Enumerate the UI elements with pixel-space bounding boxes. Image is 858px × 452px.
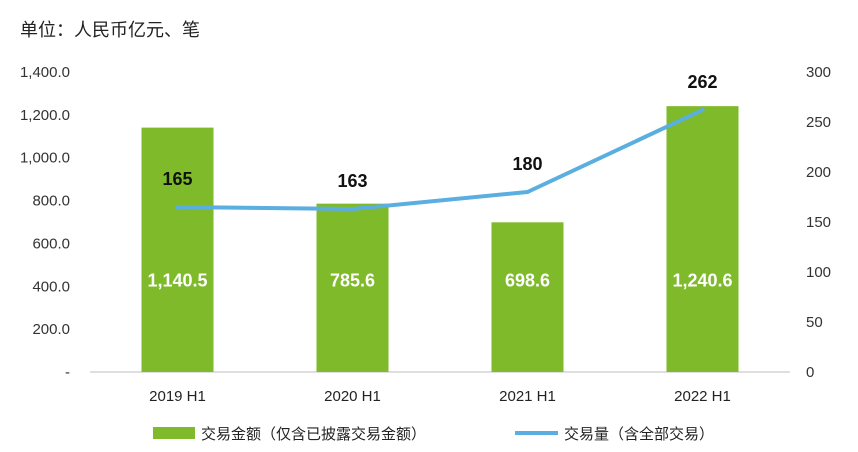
- category-label: 2019 H1: [149, 388, 206, 405]
- right-axis-tick: 0: [806, 364, 814, 381]
- bar-data-label: 785.6: [330, 271, 375, 291]
- line-point: [175, 205, 180, 209]
- right-axis-tick: 50: [806, 314, 823, 331]
- bar-data-label: 1,240.6: [672, 271, 732, 291]
- category-label: 2020 H1: [324, 388, 381, 405]
- right-axis-ticks: 0 50 100 150 200 250 300: [806, 64, 831, 381]
- right-axis-tick: 100: [806, 264, 831, 281]
- line-data-label: 180: [512, 154, 542, 174]
- line-path: [175, 108, 705, 211]
- line-point: [700, 108, 705, 112]
- line-data-label: 165: [162, 169, 192, 189]
- legend-bar-swatch: [153, 427, 195, 439]
- left-axis-tick: -: [65, 364, 70, 381]
- category-label: 2022 H1: [674, 388, 731, 405]
- line-data-label: 163: [337, 171, 367, 191]
- bar: [666, 106, 739, 373]
- bar-data-label: 1,140.5: [147, 271, 207, 291]
- category-label: 2021 H1: [499, 388, 556, 405]
- line-series: 165 163 180 262: [162, 72, 718, 211]
- bar: [141, 127, 214, 372]
- line-point: [350, 207, 355, 211]
- bar: [316, 203, 389, 372]
- left-axis-tick: 400.0: [32, 278, 70, 295]
- category-labels: 2019 H1 2020 H1 2021 H1 2022 H1: [149, 388, 731, 405]
- left-axis-tick: 800.0: [32, 193, 70, 210]
- left-axis-tick: 200.0: [32, 321, 70, 338]
- right-axis-tick: 200: [806, 164, 831, 181]
- legend-bar-label: 交易金额（仅含已披露交易金额）: [201, 425, 426, 443]
- bar-data-label: 698.6: [505, 271, 550, 291]
- left-axis-tick: 1,000.0: [20, 150, 70, 167]
- unit-label: 单位：人民币亿元、笔: [20, 20, 200, 41]
- right-axis-tick: 300: [806, 64, 831, 81]
- line-data-label: 262: [687, 72, 717, 92]
- line-point: [525, 190, 530, 194]
- bar-series: 1,140.5 785.6 698.6 1,240.6: [141, 106, 739, 373]
- left-axis-tick: 1,200.0: [20, 107, 70, 124]
- left-axis-tick: 1,400.0: [20, 64, 70, 81]
- right-axis-tick: 250: [806, 114, 831, 131]
- legend: 交易金额（仅含已披露交易金额） 交易量（含全部交易）: [153, 425, 714, 443]
- bar: [491, 222, 564, 372]
- left-axis-tick: 600.0: [32, 235, 70, 252]
- right-axis-tick: 150: [806, 214, 831, 231]
- legend-line-label: 交易量（含全部交易）: [564, 425, 714, 443]
- left-axis-ticks: - 200.0 400.0 600.0 800.0 1,000.0 1,200.0 1,400…: [20, 64, 70, 381]
